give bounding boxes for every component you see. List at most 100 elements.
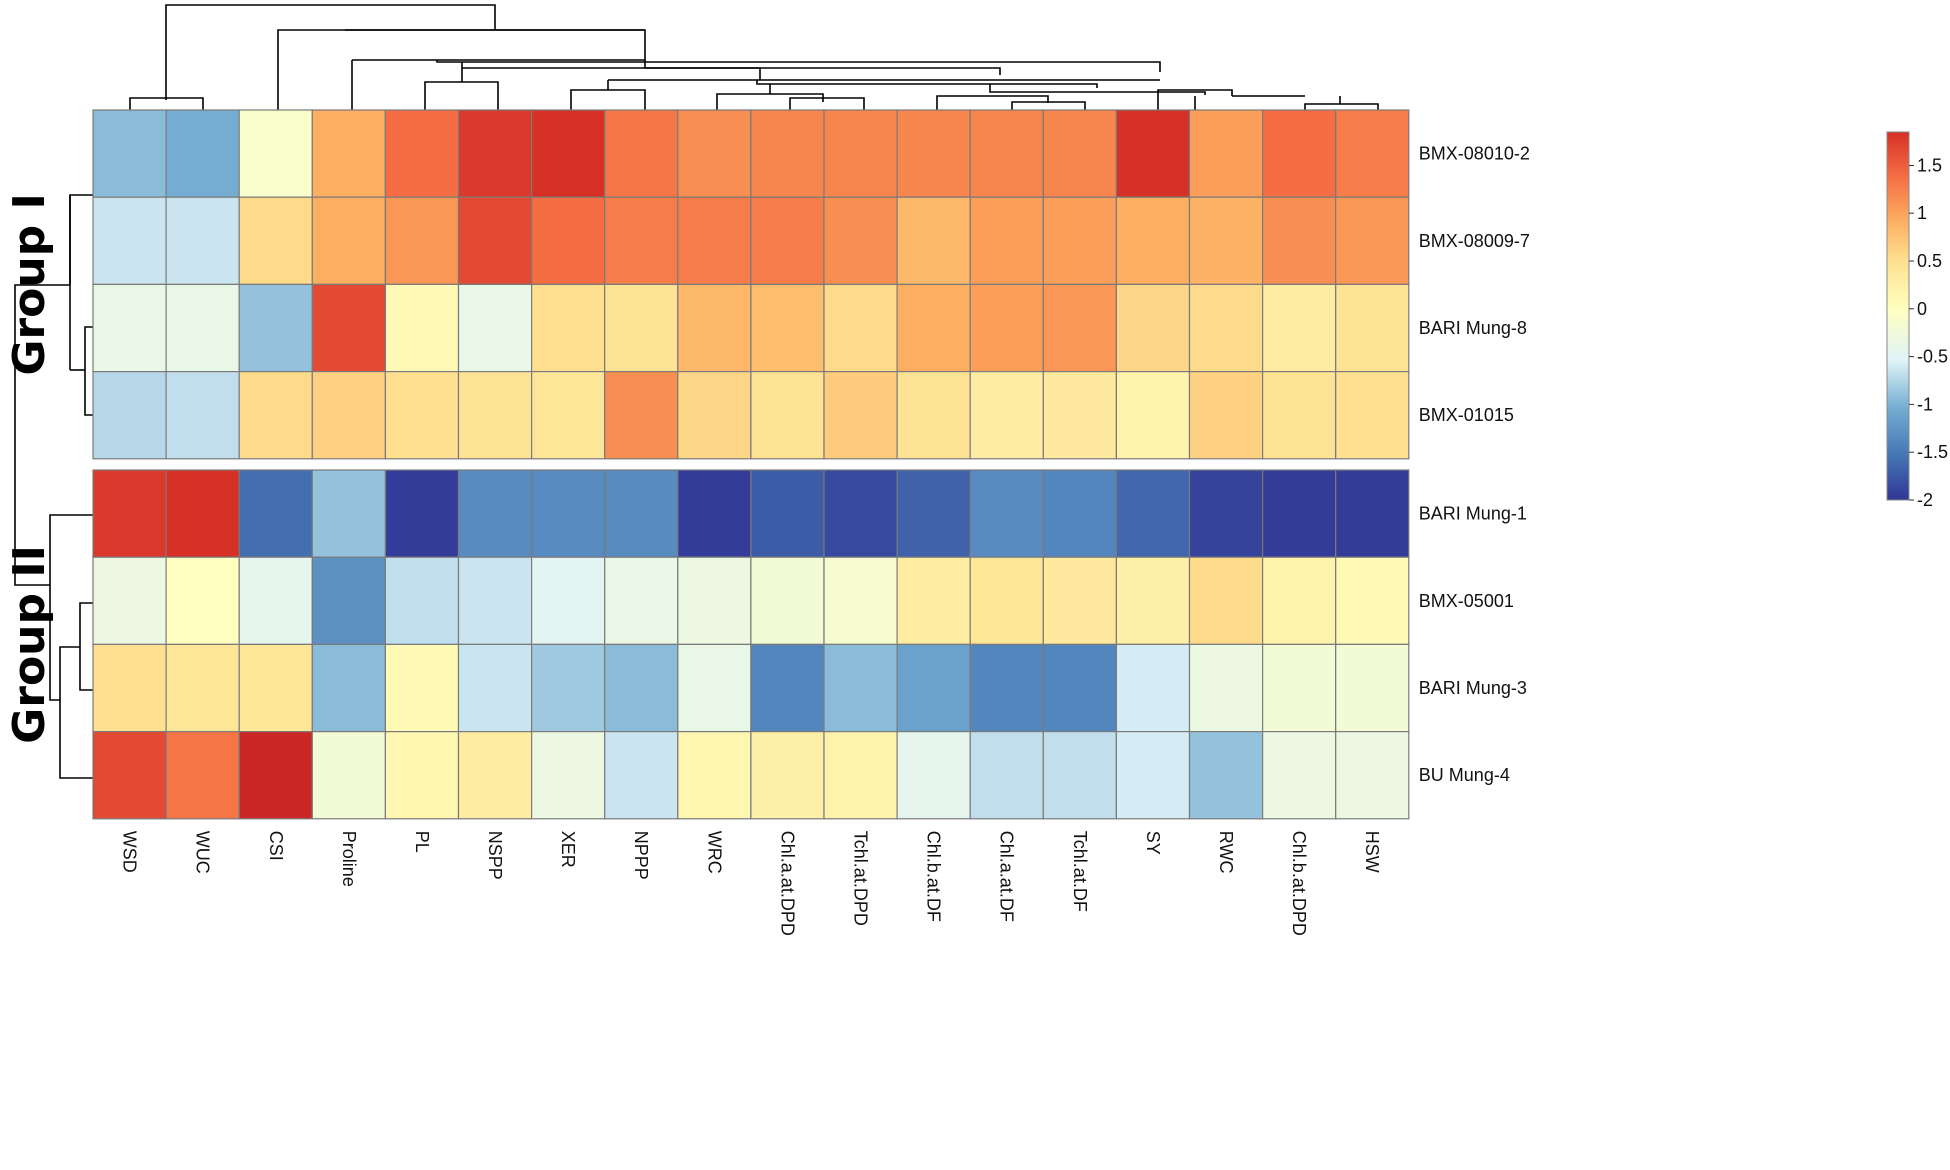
heatmap-cell xyxy=(92,283,167,373)
heatmap-cell xyxy=(1042,730,1118,820)
heatmap-cell xyxy=(1115,556,1191,646)
heatmap-cell xyxy=(896,643,971,733)
heatmap-cell xyxy=(165,643,240,733)
row-label: BMX-08009-7 xyxy=(1419,231,1530,251)
heatmap-cell xyxy=(1042,371,1118,460)
heatmap-cell xyxy=(1115,469,1191,558)
column-label: Chl.a.at.DPD xyxy=(777,831,797,936)
heatmap-cell xyxy=(165,109,240,198)
heatmap-cell xyxy=(677,643,752,733)
heatmap-cell xyxy=(1188,371,1264,460)
heatmap-cell xyxy=(677,283,752,373)
heatmap-cell xyxy=(457,283,533,373)
heatmap-cell xyxy=(238,371,313,460)
heatmap-cell xyxy=(165,730,240,820)
heatmap-cell xyxy=(1261,643,1337,733)
heatmap-cell xyxy=(823,283,898,373)
heatmap-cell xyxy=(92,371,167,460)
column-dendrogram xyxy=(129,4,1379,112)
heatmap-cell xyxy=(238,469,313,558)
heatmap-cell xyxy=(238,730,313,820)
heatmap-cell xyxy=(1261,469,1337,558)
column-label: WRC xyxy=(704,831,724,874)
heatmap-cell xyxy=(457,643,533,733)
row-label: BARI Mung-1 xyxy=(1419,504,1527,524)
heatmap-cell xyxy=(457,109,533,198)
heatmap-cell xyxy=(604,371,679,460)
column-label: Chl.a.at.DF xyxy=(997,831,1017,922)
heatmap-cells xyxy=(92,109,1410,820)
heatmap-cell xyxy=(604,643,679,733)
heatmap-cell xyxy=(311,109,386,198)
column-label: Chl.b.at.DF xyxy=(924,831,944,922)
heatmap-cell xyxy=(896,730,971,820)
heatmap-cell xyxy=(823,556,898,646)
heatmap-cell xyxy=(530,196,606,285)
heatmap-cell xyxy=(969,469,1044,558)
heatmap-cell xyxy=(165,469,240,558)
heatmap-cell xyxy=(1188,283,1264,373)
heatmap-cell xyxy=(677,196,752,285)
heatmap-cell xyxy=(604,730,679,820)
heatmap-cell xyxy=(1115,196,1191,285)
heatmap-cell xyxy=(238,556,313,646)
heatmap-cell xyxy=(750,469,825,558)
heatmap-cell xyxy=(530,643,606,733)
column-label: Chl.b.at.DPD xyxy=(1289,831,1309,936)
heatmap-cell xyxy=(896,469,971,558)
heatmap-cell xyxy=(92,109,167,198)
heatmap-cell xyxy=(677,556,752,646)
heatmap-cell xyxy=(604,469,679,558)
heatmap-cell xyxy=(238,643,313,733)
heatmap-cell xyxy=(823,643,898,733)
colorbar-tick-label: 0 xyxy=(1917,299,1927,319)
heatmap-cell xyxy=(1261,109,1337,198)
heatmap-cell xyxy=(238,196,313,285)
row-label: BU Mung-4 xyxy=(1419,765,1510,785)
heatmap-cell xyxy=(311,196,386,285)
heatmap-cell xyxy=(1261,371,1337,460)
heatmap-cell xyxy=(1188,643,1264,733)
heatmap-cell xyxy=(604,283,679,373)
heatmap-cell xyxy=(969,109,1044,198)
heatmap-cell xyxy=(457,556,533,646)
row-label: BARI Mung-3 xyxy=(1419,678,1527,698)
heatmap-cell xyxy=(1335,643,1410,733)
column-label: RWC xyxy=(1216,831,1236,874)
heatmap-cell xyxy=(604,196,679,285)
row-labels: BMX-08010-2 BMX-08009-7 BARI Mung-8 BMX-010… xyxy=(1419,144,1530,786)
row-label: BMX-08010-2 xyxy=(1419,144,1530,164)
column-label: WSD xyxy=(120,831,140,873)
heatmap-cell xyxy=(750,109,825,198)
heatmap-cell xyxy=(1335,283,1410,373)
heatmap-cell xyxy=(530,283,606,373)
heatmap-cell xyxy=(750,283,825,373)
heatmap-cell xyxy=(1042,556,1118,646)
colorbar-tick-label: -1 xyxy=(1917,394,1933,414)
heatmap-cell xyxy=(750,730,825,820)
column-label: Tchl.at.DF xyxy=(1070,831,1090,912)
heatmap-cell xyxy=(384,283,460,373)
colorbar-ticks: 1.5 1 0.5 0 -0.5 -1 -1.5 -2 xyxy=(1909,156,1948,510)
heatmap-cell xyxy=(1335,371,1410,460)
heatmap-cell xyxy=(896,109,971,198)
heatmap-cell xyxy=(969,730,1044,820)
heatmap-cell xyxy=(1188,730,1264,820)
heatmap-cell xyxy=(750,556,825,646)
heatmap-cell xyxy=(1115,730,1191,820)
heatmap-cell xyxy=(530,109,606,198)
heatmap-cell xyxy=(750,643,825,733)
heatmap-cell xyxy=(969,643,1044,733)
heatmap-cell xyxy=(1335,469,1410,558)
heatmap-cell xyxy=(1042,196,1118,285)
heatmap-cell xyxy=(311,643,386,733)
heatmap-cell xyxy=(677,371,752,460)
heatmap-cell xyxy=(165,371,240,460)
heatmap-cell xyxy=(530,556,606,646)
column-label: Tchl.at.DPD xyxy=(851,831,871,926)
heatmap-cell xyxy=(604,556,679,646)
heatmap-cell xyxy=(311,730,386,820)
heatmap-cell xyxy=(1115,109,1191,198)
column-label: NPPP xyxy=(631,831,651,880)
